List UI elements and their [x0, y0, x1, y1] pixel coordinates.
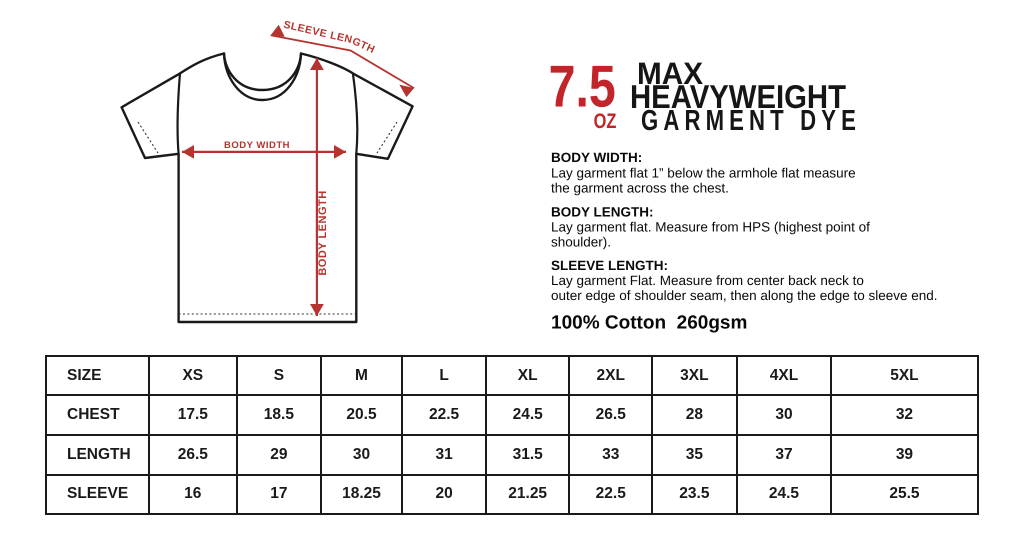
svg-text:SLEEVE LENGTH: SLEEVE LENGTH: [282, 19, 377, 56]
svg-text:100% Cotton 260gsm: 100% Cotton 260gsm: [551, 313, 747, 334]
svg-text:Lay garment flat 1” below the: Lay garment flat 1” below the armhole fl…: [551, 166, 856, 181]
svg-text:OZ: OZ: [594, 110, 617, 133]
svg-text:the garment across the chest.: the garment across the chest.: [551, 181, 729, 196]
svg-text:BODY LENGTH: BODY LENGTH: [317, 190, 329, 275]
svg-text:BODY LENGTH:: BODY LENGTH:: [551, 205, 654, 220]
svg-text:Lay garment flat. Measure from: Lay garment flat. Measure from HPS (high…: [551, 220, 870, 235]
svg-text:BODY WIDTH:: BODY WIDTH:: [551, 150, 642, 165]
svg-text:BODY WIDTH: BODY WIDTH: [224, 140, 290, 151]
svg-text:SLEEVE LENGTH:: SLEEVE LENGTH:: [551, 258, 668, 273]
svg-text:outer edge of shoulder seam, t: outer edge of shoulder seam, then along …: [551, 288, 938, 303]
svg-text:shoulder).: shoulder).: [551, 235, 611, 250]
svg-text:GARMENT DYE: GARMENT DYE: [641, 105, 861, 137]
svg-text:Lay garment Flat. Measure from: Lay garment Flat. Measure from center ba…: [551, 273, 864, 288]
